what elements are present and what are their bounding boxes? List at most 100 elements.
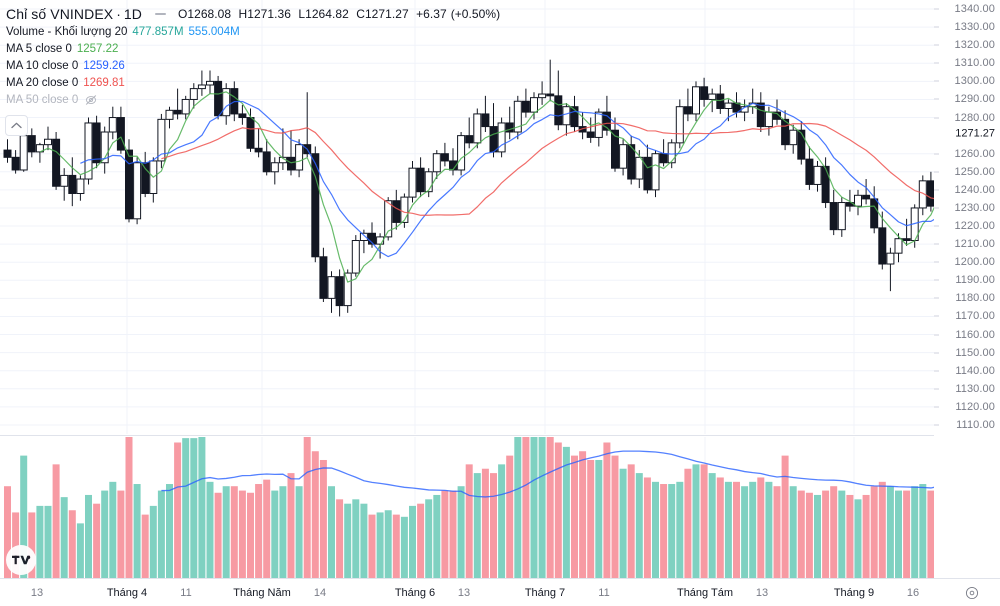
legend-symbol-row[interactable]: Chỉ số VNINDEX · 1D O1268.08 H1271.36 L1… — [6, 4, 504, 23]
indicator-name: MA 5 close 0 — [6, 42, 72, 55]
volume-bar-up — [190, 438, 198, 578]
volume-bar-up — [149, 505, 157, 578]
chart-canvas-area[interactable] — [0, 0, 1000, 578]
collapse-pane-button[interactable] — [5, 115, 28, 136]
volume-bar-up — [36, 505, 44, 578]
candle-body-up — [60, 174, 69, 187]
candle-body-down — [878, 227, 887, 265]
volume-bar-down — [230, 486, 238, 578]
volume-bar-down — [546, 437, 554, 578]
candle-body-up — [133, 162, 142, 220]
volume-bar-up — [886, 486, 894, 578]
candle-body-up — [457, 135, 466, 171]
volume-bar-down — [781, 455, 789, 578]
price-axis-label: 1130.00 — [955, 382, 995, 395]
candle-body-down — [3, 149, 12, 158]
chart-legend: Chỉ số VNINDEX · 1D O1268.08 H1271.36 L1… — [6, 4, 504, 108]
time-axis-label: Tháng 9 — [833, 587, 875, 599]
volume-bar-down — [117, 490, 125, 578]
volume-bar-down — [336, 499, 344, 578]
candle-body-up — [108, 117, 117, 133]
price-axis-tick — [934, 352, 939, 354]
indicator-row-4[interactable]: MA 50 close 0 — [6, 91, 504, 108]
price-axis-tick — [934, 388, 939, 390]
candle-body-down — [602, 111, 611, 131]
volume-bar-up — [133, 484, 141, 578]
ohlc-values: O1268.08 H1271.36 L1264.82 C1271.27 +6.3… — [178, 7, 504, 21]
price-axis-tick — [934, 334, 939, 336]
candle-body-down — [505, 122, 514, 133]
volume-bar-up — [814, 494, 821, 578]
symbol-name[interactable]: Chỉ số VNINDEX — [6, 5, 114, 22]
volume-bar-up — [166, 484, 173, 578]
candle-body-up — [206, 80, 214, 86]
volume-bar-up — [514, 437, 522, 578]
volume-pane[interactable] — [0, 437, 934, 578]
candle-body-up — [270, 162, 279, 173]
high-label: H — [238, 6, 248, 21]
candle-body-down — [319, 256, 328, 299]
indicator-row-1[interactable]: MA 5 close 0 1257.22 — [6, 40, 504, 57]
price-axis-tick — [934, 243, 939, 245]
collapse-ohlc-icon[interactable] — [152, 7, 170, 21]
gear-icon[interactable] — [965, 586, 979, 600]
candle-body-down — [141, 162, 150, 194]
candle-body-down — [262, 151, 271, 173]
price-axis-tick — [934, 189, 939, 191]
volume-bar-up — [765, 481, 773, 578]
price-axis-label: 1340.00 — [954, 3, 995, 16]
price-pane[interactable] — [0, 0, 934, 434]
time-axis-label: 13 — [457, 587, 471, 599]
symbol-interval[interactable]: 1D — [123, 5, 142, 22]
time-axis-label: 14 — [313, 587, 327, 599]
volume-series — [4, 437, 934, 578]
candle-body-down — [465, 135, 474, 144]
volume-bar-down — [878, 481, 886, 578]
volume-bar-up — [425, 499, 433, 578]
price-axis-label: 1170.00 — [955, 310, 995, 323]
volume-bar-down — [627, 464, 635, 578]
volume-bar-up — [538, 437, 546, 578]
candle-body-up — [189, 88, 198, 100]
volume-bar-down — [141, 514, 149, 578]
volume-bar-down — [643, 477, 651, 578]
candle-body-up — [384, 200, 393, 238]
candle-body-down — [335, 276, 344, 307]
volume-bar-down — [125, 437, 133, 578]
candle-body-down — [611, 129, 619, 169]
volume-bar-up — [676, 481, 684, 578]
candle-body-up — [157, 118, 166, 162]
time-axis-label: 11 — [598, 587, 610, 599]
indicator-row-0[interactable]: Volume - Khối lượng 20 477.857M 555.004M — [6, 23, 504, 40]
candle-body-down — [683, 106, 692, 115]
volume-bar-down — [303, 437, 311, 578]
volume-bar-up — [271, 490, 279, 578]
candle-body-up — [424, 171, 433, 193]
volume-bar-up — [668, 484, 676, 578]
price-axis-tick — [934, 44, 939, 46]
volume-bar-up — [360, 503, 368, 578]
pane-divider[interactable] — [0, 435, 1000, 436]
candle-body-down — [829, 202, 838, 231]
time-axis[interactable]: 13 Tháng 4 11 Tháng Năm 14 Tháng 6 13 Tháng 7 11… — [0, 578, 1000, 606]
candle-body-up — [408, 167, 417, 198]
candle-body-up — [327, 276, 336, 299]
volume-bar-down — [4, 486, 11, 578]
price-axis-label: 1200.00 — [954, 256, 995, 269]
candle-body-down — [173, 109, 182, 115]
volume-bar-up — [652, 481, 659, 578]
price-axis[interactable]: 1340.00 1330.00 1320.00 1310.00 1300.00 1290.… — [934, 0, 1000, 578]
indicator-row-2[interactable]: MA 10 close 0 1259.26 — [6, 57, 504, 74]
price-axis-tick — [934, 80, 939, 82]
candle-body-down — [902, 238, 911, 242]
eye-crossed-icon[interactable] — [84, 93, 98, 107]
volume-bar-down — [927, 490, 934, 578]
candle-body-up — [692, 86, 700, 115]
candle-body-down — [821, 165, 830, 204]
candle-body-down — [643, 156, 652, 191]
volume-bar-down — [174, 442, 182, 578]
tradingview-logo[interactable] — [6, 545, 36, 575]
candle-body-down — [862, 194, 871, 200]
indicator-row-3[interactable]: MA 20 close 0 1269.81 — [6, 74, 504, 91]
